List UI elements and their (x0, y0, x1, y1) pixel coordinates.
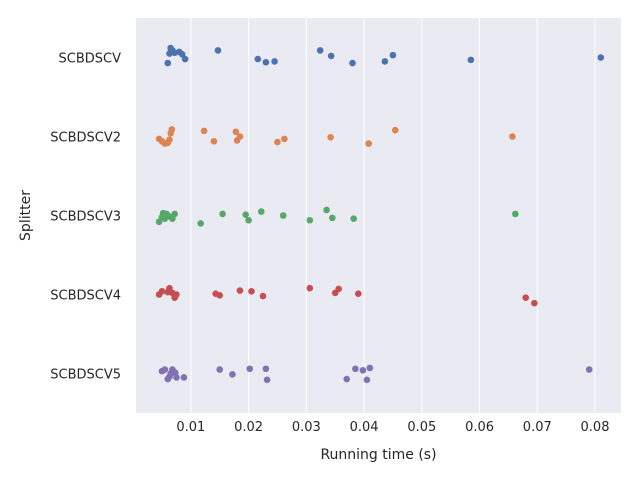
data-point (522, 294, 530, 301)
data-point (166, 284, 173, 292)
data-point (200, 127, 208, 135)
data-points (155, 44, 605, 384)
data-point (335, 285, 342, 293)
y-tick-label: SCBDSCV4 (50, 289, 121, 304)
data-point (363, 376, 371, 384)
data-point (389, 51, 397, 59)
data-point (359, 367, 367, 374)
data-point (219, 210, 226, 218)
data-point (391, 126, 399, 134)
data-point (262, 58, 270, 66)
x-tick-label: 0.05 (407, 420, 436, 435)
plot-area (136, 18, 621, 413)
x-tick-labels: 0.01 0.02 0.03 0.04 0.05 0.06 0.07 0.08 (176, 420, 609, 435)
data-point (262, 365, 270, 373)
data-point (254, 55, 262, 63)
data-point (216, 291, 224, 299)
data-point (263, 376, 271, 384)
data-point (316, 47, 324, 54)
y-tick-label: SCBDSCV2 (50, 131, 121, 146)
data-point (197, 220, 204, 227)
data-point (365, 140, 372, 147)
data-point (158, 288, 166, 295)
series-scbdscv3 (155, 206, 519, 227)
data-point (236, 133, 244, 140)
data-point (229, 370, 236, 378)
data-point (232, 128, 240, 136)
data-point (173, 374, 180, 381)
data-point (531, 299, 538, 307)
data-point (343, 375, 351, 383)
data-point (274, 138, 281, 146)
data-point (349, 59, 356, 67)
data-point (171, 210, 178, 218)
series-scbdscv4 (155, 284, 538, 307)
series-scbdscv (164, 44, 605, 67)
data-point (366, 364, 374, 372)
data-point (180, 374, 188, 381)
data-point (248, 288, 255, 295)
y-tick-label: SCBDSCV3 (50, 210, 121, 225)
y-axis-label: Splitter (18, 190, 34, 241)
data-point (279, 212, 287, 219)
data-point (178, 51, 186, 58)
x-tick-label: 0.07 (523, 420, 552, 435)
data-point (509, 133, 516, 140)
data-point (246, 365, 254, 373)
data-point (306, 216, 314, 224)
data-point (597, 54, 605, 61)
data-point (245, 216, 252, 224)
data-point (354, 290, 362, 298)
data-point (216, 366, 224, 373)
data-point (236, 287, 244, 294)
x-tick-label: 0.08 (581, 420, 610, 435)
data-point (173, 291, 180, 298)
x-tick-label: 0.06 (465, 420, 494, 435)
y-tick-label: SCBDSCV (59, 52, 122, 67)
x-axis-label: Running time (s) (320, 447, 436, 463)
data-point (214, 47, 222, 54)
data-point (306, 284, 314, 292)
series-scbdscv2 (155, 126, 516, 147)
data-point (155, 218, 163, 226)
data-point (259, 292, 267, 300)
x-tick-label: 0.01 (176, 420, 205, 435)
data-point (161, 366, 169, 373)
data-point (381, 58, 389, 65)
x-tick-label: 0.02 (234, 420, 263, 435)
data-point (271, 58, 278, 65)
data-point (168, 126, 176, 133)
data-point (166, 136, 173, 143)
data-point (323, 206, 330, 214)
data-point (467, 56, 475, 64)
x-tick-label: 0.04 (350, 420, 379, 435)
data-point (257, 208, 265, 215)
data-point (585, 366, 593, 373)
y-tick-labels: SCBDSCV SCBDSCV2 SCBDSCV3 SCBDSCV4 SCBDSCV5 (50, 52, 121, 383)
data-point (210, 137, 218, 145)
data-point (327, 52, 335, 60)
data-point (181, 55, 189, 63)
data-point (352, 365, 359, 373)
x-tick-label: 0.03 (292, 420, 321, 435)
data-point (281, 135, 288, 143)
data-point (164, 59, 172, 67)
series-scbdscv5 (158, 364, 593, 384)
data-point (512, 210, 519, 218)
data-point (327, 133, 334, 141)
data-point (329, 214, 336, 222)
data-point (242, 211, 250, 219)
y-tick-label: SCBDSCV5 (50, 368, 121, 383)
grid-lines (190, 18, 596, 413)
data-point (350, 215, 357, 222)
